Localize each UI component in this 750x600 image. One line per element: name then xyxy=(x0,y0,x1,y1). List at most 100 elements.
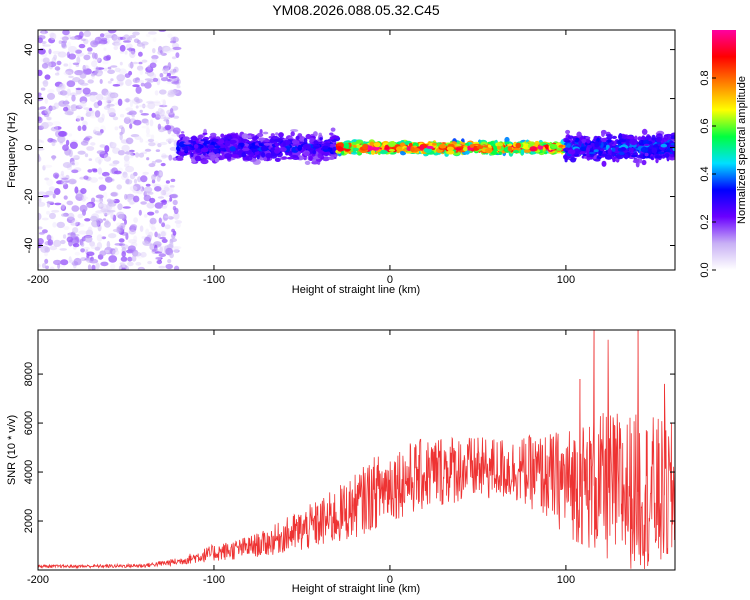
spectrogram-cell xyxy=(231,154,240,159)
spectrogram-cell xyxy=(170,193,179,199)
spectrogram-cell xyxy=(52,222,57,228)
spectrogram-cell xyxy=(274,148,281,154)
spectrogram-cell xyxy=(593,158,601,162)
spectrogram-cell xyxy=(135,261,142,266)
spectrogram-cell xyxy=(46,92,56,100)
spectrogram-cell xyxy=(149,62,157,69)
spectrogram-cell xyxy=(103,55,111,61)
spectrogram-cell xyxy=(312,146,320,149)
spectrogram-cell xyxy=(38,201,46,207)
spectrogram-cell xyxy=(585,136,591,140)
spectrogram-cell xyxy=(112,84,121,87)
spectrogram-y-label: Frequency (Hz) xyxy=(6,112,18,188)
spectrogram-cell xyxy=(139,138,144,143)
spectrogram-cell xyxy=(82,120,88,127)
spectrogram-cell xyxy=(278,147,287,152)
spectrogram-cell xyxy=(110,65,118,68)
spectrogram-cell xyxy=(118,238,125,243)
spectrogram-cell xyxy=(208,144,215,149)
spectrogram-cell xyxy=(601,160,607,167)
spectrogram-cell xyxy=(558,145,563,148)
spectrogram-cell xyxy=(570,157,577,163)
spectrogram-cell xyxy=(138,51,143,57)
colorbar-gradient xyxy=(712,30,736,270)
spectrogram-cell xyxy=(257,137,266,141)
spectrogram-cell xyxy=(291,140,300,144)
spectrogram-cell xyxy=(171,228,176,233)
spectrogram-cell xyxy=(175,52,180,58)
spectrogram-cell xyxy=(262,131,269,135)
spectrogram-cell xyxy=(91,52,96,59)
spectrogram-cell xyxy=(260,145,268,152)
spectrogram-cell xyxy=(100,261,109,267)
spectrogram-cell xyxy=(160,162,166,167)
spectrogram-cell xyxy=(644,136,652,140)
spectrogram-cell xyxy=(328,156,335,161)
spectrogram-cell xyxy=(69,92,78,97)
spectrogram-cell xyxy=(53,259,62,265)
spectrogram-cell xyxy=(70,104,75,109)
spectrogram-cell xyxy=(308,155,313,161)
spectrogram-cell xyxy=(102,191,108,200)
spectrogram-cell xyxy=(607,147,612,154)
spectrogram-cell xyxy=(628,147,634,152)
spectrogram-cell xyxy=(108,163,118,167)
spectrogram-cell xyxy=(114,170,122,175)
spectrogram-cell xyxy=(165,119,170,125)
spectrogram-cell xyxy=(49,105,57,111)
spectrogram-cell xyxy=(640,146,649,153)
spectrogram-cell xyxy=(241,152,247,158)
spectrogram-cell xyxy=(62,30,70,36)
spectrogram-cell xyxy=(149,119,154,127)
spectrogram-cell xyxy=(151,223,156,230)
spectrogram-cell xyxy=(124,219,127,225)
spectrogram-cell xyxy=(161,238,168,243)
spectrogram-cell xyxy=(60,170,65,177)
spectrogram-cell xyxy=(504,141,510,145)
spectrogram-cell xyxy=(129,100,133,108)
spectrogram-cell xyxy=(101,113,105,121)
spectrogram-cell xyxy=(121,267,126,270)
spectrogram-cell xyxy=(110,93,118,98)
spectrogram-cell xyxy=(41,30,46,37)
spectrogram-cell xyxy=(670,142,675,146)
snr-y-tick-label: 2000 xyxy=(23,509,35,533)
spectrogram-cell xyxy=(210,132,217,137)
spectrogram-cell xyxy=(670,154,674,158)
spectrogram-cell xyxy=(41,140,45,144)
spectrogram-cell xyxy=(567,149,576,155)
spectrogram-cell xyxy=(74,251,81,256)
spectrogram-cell xyxy=(153,101,161,107)
snr-x-ticks: -200 -100 0 100 xyxy=(27,330,575,586)
spectrogram-cell xyxy=(164,224,171,230)
spectrogram-cell xyxy=(214,145,221,149)
spectrogram-cell xyxy=(290,129,299,132)
spectrogram-cell xyxy=(633,158,640,164)
spectrogram-cell xyxy=(154,186,162,192)
spectrogram-cell xyxy=(601,131,605,137)
spectrogram-cell xyxy=(256,132,264,138)
spectrogram-cell xyxy=(174,220,182,224)
spectrogram-cell xyxy=(104,99,109,106)
spectrogram-cell xyxy=(128,239,137,244)
spectrogram-cell xyxy=(125,137,134,145)
spectrogram-cell xyxy=(544,144,550,149)
spectrogram-cell xyxy=(79,204,88,213)
spectrogram-cell xyxy=(304,160,311,165)
snr-x-label: Height of straight line (km) xyxy=(292,583,420,595)
spectrogram-cell xyxy=(658,151,665,155)
spectrogram-cell xyxy=(620,146,626,152)
spectrogram-cell xyxy=(161,45,171,52)
spectrogram-cell xyxy=(86,146,95,151)
spectrogram-cell xyxy=(171,81,180,85)
spectrogram-cell xyxy=(87,52,93,55)
spectrogram-cell xyxy=(71,219,79,226)
spectrogram-cell xyxy=(81,242,85,247)
spectrogram-cell xyxy=(107,80,112,84)
spectrogram-cell xyxy=(439,143,447,149)
spectrogram-cell xyxy=(164,184,169,188)
spectrogram-cell xyxy=(68,178,77,185)
spectrogram-cell xyxy=(171,56,177,60)
